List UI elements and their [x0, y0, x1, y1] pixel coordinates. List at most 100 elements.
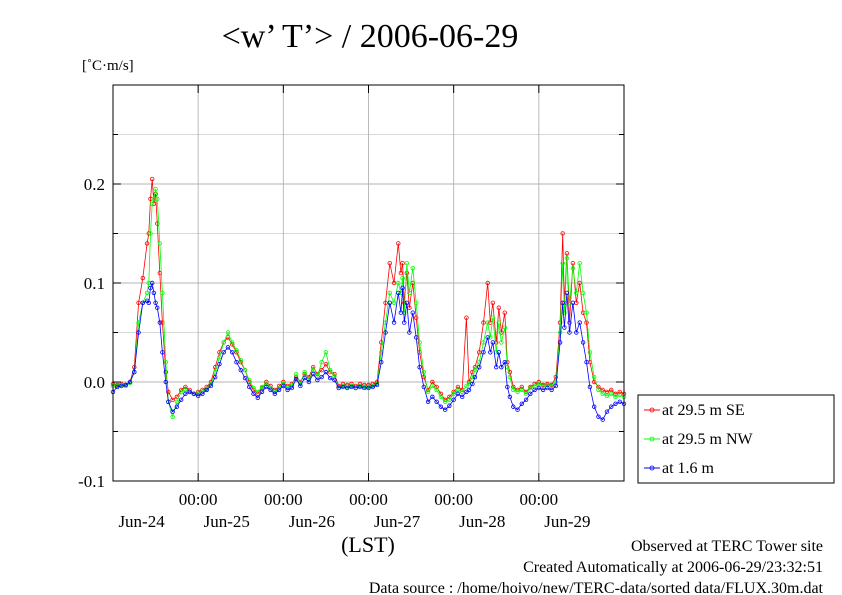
- data-point: [574, 330, 579, 335]
- footer-created: Created Automatically at 2006-06-29/23:3…: [523, 559, 823, 576]
- data-point: [157, 241, 163, 246]
- data-point: [591, 404, 597, 409]
- data-point: [488, 335, 493, 340]
- data-point: [617, 389, 622, 395]
- data-point: [163, 369, 169, 375]
- data-point: [340, 384, 346, 390]
- data-point: [149, 201, 155, 206]
- footer-data-source: Data source : /home/hoivo/new/TERC-data/…: [369, 580, 824, 595]
- data-point: [310, 364, 316, 370]
- data-point: [447, 403, 452, 408]
- data-point: [490, 340, 496, 345]
- data-point: [580, 290, 586, 296]
- data-point: [549, 387, 554, 393]
- data-point: [470, 381, 475, 387]
- data-point: [391, 300, 397, 305]
- data-point: [438, 394, 444, 400]
- series-line: [112, 282, 625, 421]
- data-point: [170, 397, 175, 403]
- data-point: [564, 251, 570, 256]
- data-point: [402, 320, 407, 325]
- data-point: [310, 371, 316, 377]
- data-point: [123, 382, 128, 388]
- data-point: [434, 384, 439, 390]
- legend-swatch-marker: [649, 465, 655, 471]
- data-point: [413, 300, 419, 305]
- data-point: [562, 325, 567, 330]
- data-point: [383, 330, 388, 335]
- data-point: [485, 280, 490, 286]
- data-point: [496, 350, 502, 355]
- data-point: [577, 261, 582, 266]
- data-point: [564, 256, 570, 261]
- data-point: [511, 404, 516, 409]
- data-point: [545, 382, 550, 388]
- data-point: [560, 231, 565, 236]
- data-point: [536, 385, 542, 391]
- data-point: [225, 330, 231, 335]
- data-point: [200, 391, 205, 397]
- data-point: [570, 261, 576, 266]
- data-point: [251, 385, 256, 391]
- data-point: [336, 385, 341, 391]
- data-point: [144, 290, 150, 296]
- data-point: [570, 300, 576, 305]
- data-point: [553, 383, 559, 389]
- data-point: [174, 399, 180, 404]
- data-point: [387, 290, 392, 296]
- data-point: [496, 305, 502, 310]
- footer-site: Observed at TERC Tower site: [631, 538, 823, 555]
- data-point: [502, 325, 507, 330]
- data-point: [242, 375, 248, 381]
- series-3: [110, 280, 627, 422]
- data-point: [515, 389, 520, 395]
- data-point: [155, 305, 160, 310]
- data-point: [391, 280, 397, 286]
- data-point: [609, 404, 614, 409]
- data-point: [396, 241, 401, 246]
- data-point: [490, 315, 496, 320]
- data-point: [587, 384, 593, 390]
- y-axis-unit-label: [˚C·m/s]: [82, 58, 134, 74]
- x-tick-time-label: 00:00: [519, 490, 558, 509]
- data-point: [163, 360, 169, 365]
- x-tick-date-label: Jun-28: [459, 512, 505, 531]
- data-point: [234, 360, 239, 365]
- data-point: [617, 392, 622, 398]
- data-point: [183, 391, 188, 397]
- data-point: [187, 389, 192, 395]
- y-tick-label: 0.1: [84, 274, 105, 293]
- data-point: [613, 394, 618, 400]
- data-point: [132, 369, 137, 375]
- data-point: [438, 404, 444, 409]
- data-point: [398, 310, 404, 315]
- x-axis-label: (LST): [341, 532, 395, 557]
- legend-label: at 29.5 m NW: [662, 431, 754, 448]
- data-point: [319, 360, 324, 365]
- data-point: [217, 355, 222, 360]
- data-point: [255, 389, 260, 395]
- data-point: [496, 320, 502, 325]
- data-point: [600, 417, 605, 422]
- data-point: [434, 399, 439, 404]
- series-2: [110, 186, 627, 419]
- y-tick-labels: -0.1 0.0 0.1 0.2: [78, 175, 105, 491]
- data-point: [242, 367, 248, 373]
- data-point: [540, 387, 546, 393]
- data-point: [519, 401, 524, 406]
- data-point: [564, 290, 570, 296]
- data-point: [502, 310, 507, 315]
- grid-lines: [113, 84, 624, 482]
- data-point: [400, 261, 405, 266]
- data-point: [455, 384, 461, 390]
- x-tick-time-label: 00:00: [179, 490, 218, 509]
- data-point: [148, 231, 153, 236]
- data-point: [153, 191, 158, 197]
- legend-label: at 1.6 m: [662, 460, 715, 477]
- data-point: [472, 367, 478, 373]
- data-point: [528, 385, 533, 391]
- data-point: [587, 350, 593, 355]
- data-point: [268, 387, 273, 393]
- data-point: [400, 285, 405, 291]
- data-point: [298, 383, 303, 389]
